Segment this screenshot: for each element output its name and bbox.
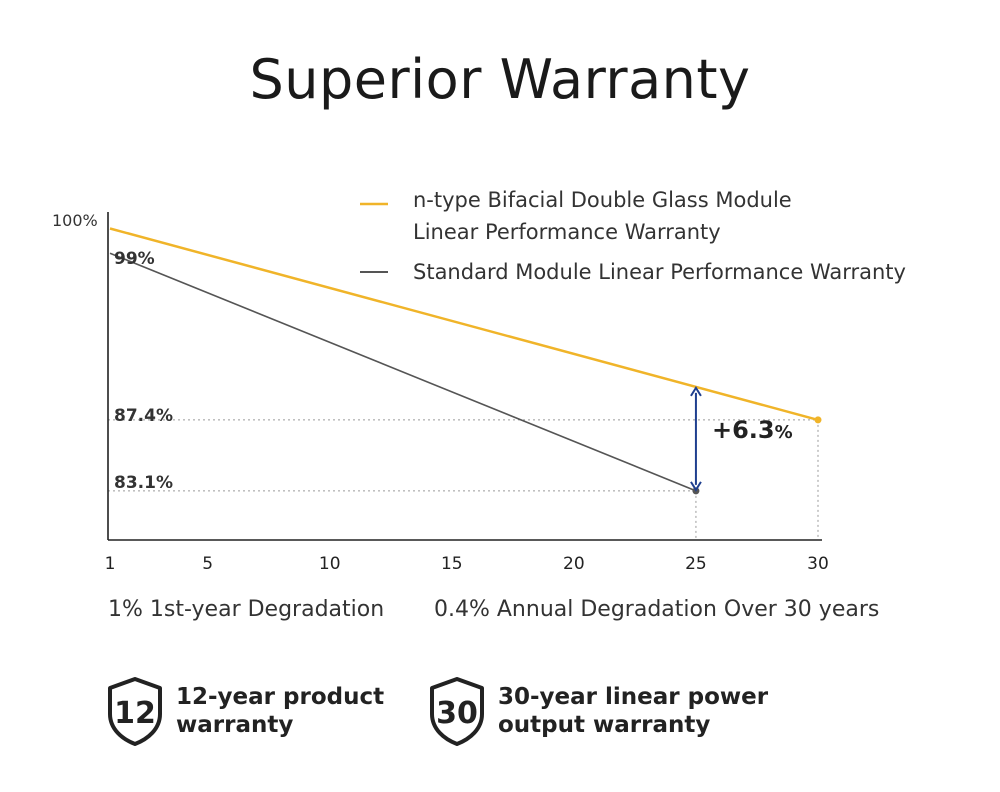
gap-value: +6.3 bbox=[712, 416, 775, 444]
ref-label-upper: 87.4% bbox=[114, 406, 173, 426]
x-tick-label: 30 bbox=[807, 554, 829, 574]
series-endpoint-n-type bbox=[814, 416, 822, 424]
annual-degradation-note: 0.4% Annual Degradation Over 30 years bbox=[434, 597, 880, 622]
shield-icon: 30 bbox=[430, 677, 484, 746]
gap-arrow bbox=[690, 386, 702, 492]
y-top-label: 100% bbox=[52, 211, 98, 230]
chart-legend: n-type Bifacial Double Glass Module Line… bbox=[360, 188, 906, 284]
badge-line2: output warranty bbox=[498, 712, 711, 738]
reference-guides bbox=[108, 419, 819, 540]
badge-line1: 12-year product bbox=[176, 684, 385, 710]
legend-label-standard: Standard Module Linear Performance Warra… bbox=[413, 260, 906, 284]
power-output-warranty-badge: 30 30-year linear power output warranty bbox=[428, 676, 768, 746]
warranty-chart: 1 5 10 15 20 25 30 100% 99% 87.4% 83.1% +6.3% … bbox=[52, 188, 906, 574]
badge-line1: 30-year linear power bbox=[498, 684, 769, 710]
gap-arrow-head-up bbox=[690, 386, 702, 397]
legend-label-n-type-line1: n-type Bifacial Double Glass Module bbox=[413, 188, 792, 212]
series-line-standard bbox=[109, 252, 697, 492]
badge-text: 30-year linear power output warranty bbox=[498, 683, 768, 739]
page-title: Superior Warranty bbox=[249, 48, 751, 111]
first-year-degradation-note: 1% 1st-year Degradation bbox=[108, 597, 385, 622]
x-tick-label: 25 bbox=[685, 554, 707, 574]
badge-line2: warranty bbox=[176, 712, 294, 738]
x-tick-label: 5 bbox=[202, 554, 213, 574]
ref-label-lower: 83.1% bbox=[114, 473, 173, 493]
x-tick-label: 20 bbox=[563, 554, 585, 574]
badge-text: 12-year product warranty bbox=[176, 683, 384, 739]
gap-unit: % bbox=[775, 422, 793, 443]
shield-icon: 12 bbox=[108, 677, 162, 746]
legend-label-n-type-line2: Linear Performance Warranty bbox=[413, 220, 721, 244]
start-value-label: 99% bbox=[114, 249, 155, 269]
x-tick-label: 10 bbox=[319, 554, 341, 574]
badge-number: 30 bbox=[436, 696, 478, 731]
x-tick-labels: 1 5 10 15 20 25 30 bbox=[105, 554, 829, 574]
series-lines bbox=[109, 227, 822, 495]
x-tick-label: 15 bbox=[441, 554, 463, 574]
product-warranty-badge: 12 12-year product warranty bbox=[106, 676, 384, 746]
gap-arrow-head-down bbox=[690, 481, 702, 492]
badge-number: 12 bbox=[114, 696, 156, 731]
series-line-n-type bbox=[109, 227, 819, 422]
gap-annotation: +6.3% bbox=[712, 416, 793, 444]
x-tick-label: 1 bbox=[105, 554, 116, 574]
